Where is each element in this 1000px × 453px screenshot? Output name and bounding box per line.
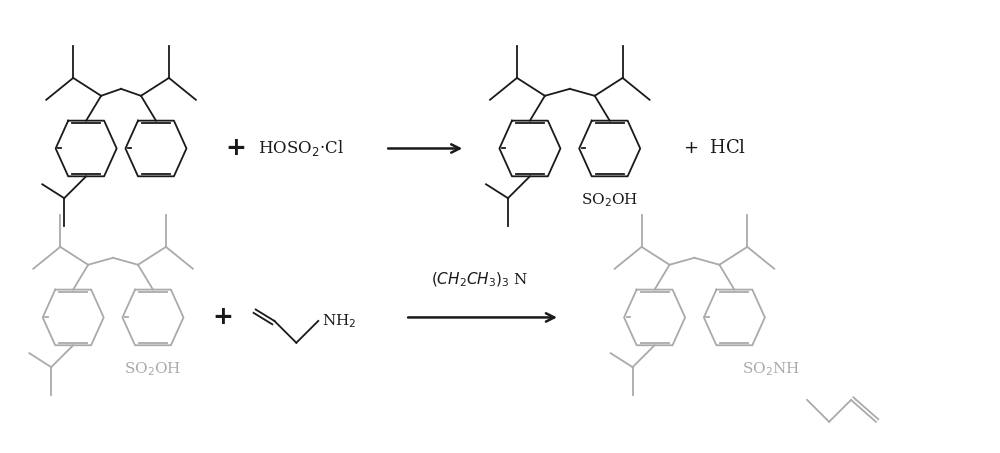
Text: NH$_2$: NH$_2$ — [322, 312, 357, 330]
Text: SO$_2$NH: SO$_2$NH — [742, 360, 800, 378]
Text: HOSO$_2$·Cl: HOSO$_2$·Cl — [258, 139, 344, 159]
Text: $(CH_2CH_3)_3$ N: $(CH_2CH_3)_3$ N — [431, 270, 529, 289]
Text: $+$  HCl: $+$ HCl — [683, 140, 746, 158]
Text: SO$_2$OH: SO$_2$OH — [581, 191, 638, 209]
Text: +: + — [225, 136, 246, 160]
Text: +: + — [212, 305, 233, 329]
Text: SO$_2$OH: SO$_2$OH — [124, 360, 182, 378]
